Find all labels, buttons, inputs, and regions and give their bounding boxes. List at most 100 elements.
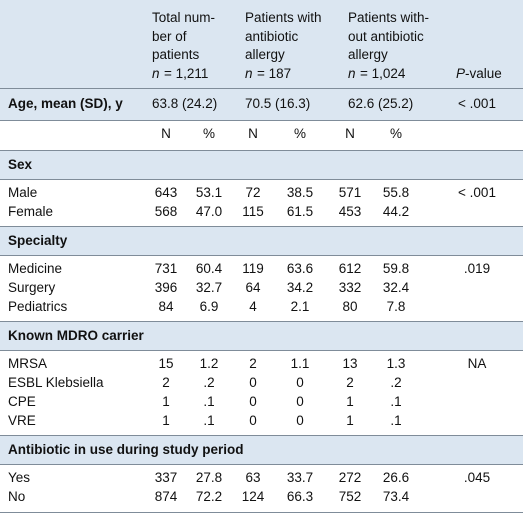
subheader: % [389, 126, 403, 141]
cell: 34.2 [286, 280, 314, 295]
row-label: Pediatrics [8, 299, 68, 314]
p-value: < .001 [458, 96, 496, 111]
p-value: .045 [463, 470, 491, 485]
column-header: Total num- [152, 10, 216, 25]
cell: 32.7 [195, 280, 223, 295]
row-label: Male [8, 185, 38, 200]
cell: 6.9 [199, 299, 219, 314]
row-shade [0, 322, 523, 350]
cell: 571 [338, 185, 362, 200]
column-header: Patients with [245, 10, 322, 25]
n-value: = 1,024 [360, 66, 406, 81]
rule [0, 150, 523, 151]
cell: 0 [296, 413, 304, 428]
row-shade [0, 227, 523, 255]
cell: 13 [342, 356, 358, 371]
row-label: Yes [8, 470, 31, 485]
cell: 27.8 [195, 470, 223, 485]
row-shade [0, 151, 523, 179]
cell: 568 [154, 204, 178, 219]
cell: 63.8 (24.2) [152, 96, 218, 111]
row-label: Female [8, 204, 54, 219]
n-symbol: n [152, 66, 160, 81]
p-value: < .001 [458, 185, 496, 200]
cell: 32.4 [382, 280, 410, 295]
rule [0, 226, 523, 227]
cell: 2.1 [290, 299, 310, 314]
cell: 396 [154, 280, 178, 295]
cell: 61.5 [286, 204, 314, 219]
column-header: out antibiotic [348, 28, 424, 44]
p-value: NA [467, 356, 487, 371]
pvalue-header: -value [465, 66, 502, 81]
rule [0, 120, 523, 121]
cell: 63 [245, 470, 261, 485]
cell: 38.5 [286, 185, 314, 200]
row-label: ESBL Klebsiella [8, 375, 104, 390]
n-value: = 187 [257, 66, 292, 81]
rule [0, 435, 523, 436]
pvalue-header: P [456, 66, 466, 81]
rule [0, 255, 523, 256]
cell: 33.7 [286, 470, 314, 485]
cell: 62.6 (25.2) [348, 96, 414, 111]
cell: 0 [249, 375, 257, 390]
cell: .1 [390, 394, 402, 409]
section-title: Specialty [8, 233, 68, 248]
column-header: allergy [348, 47, 388, 62]
column-header: antibiotic [245, 28, 299, 44]
cell: 1 [162, 413, 170, 428]
cell: 1.1 [290, 356, 310, 371]
row-label: VRE [8, 413, 36, 428]
row-label: Surgery [8, 280, 56, 295]
cell: .1 [203, 413, 215, 428]
cell: 66.3 [286, 489, 314, 504]
cell: 0 [296, 394, 304, 409]
cell: 2 [162, 375, 170, 390]
cell: 453 [338, 204, 362, 219]
row-label: No [8, 489, 26, 504]
cell: 1 [346, 413, 354, 428]
n-symbol: n [348, 66, 356, 81]
n-value: = 1,211 [164, 66, 209, 81]
cell: 119 [242, 261, 264, 276]
row-shade [0, 0, 523, 88]
cell: .1 [390, 413, 402, 428]
cell: .2 [390, 375, 402, 390]
cell: 73.4 [382, 489, 410, 504]
row-label: Medicine [8, 261, 63, 276]
column-header: ber of [152, 28, 187, 44]
cell: 4 [249, 299, 257, 314]
cell: 15 [158, 356, 174, 371]
cell: 0 [296, 375, 304, 390]
cell: 70.5 (16.3) [245, 96, 311, 111]
cell: .1 [203, 394, 215, 409]
subheader: % [293, 126, 307, 141]
row-shade [0, 89, 523, 120]
rule [0, 321, 523, 322]
row-shade [0, 436, 523, 464]
subheader: % [202, 126, 216, 141]
subheader: N [345, 126, 355, 141]
p-value: .019 [463, 261, 491, 276]
cell: 84 [158, 299, 174, 314]
subheader: N [248, 126, 258, 141]
cell: 64 [245, 280, 261, 295]
cell: 44.2 [382, 204, 410, 219]
cell: 47.0 [195, 204, 223, 219]
column-header: patients [152, 47, 200, 62]
rule [0, 350, 523, 351]
cell: 80 [342, 299, 358, 314]
section-title: Antibiotic in use during study period [8, 442, 244, 457]
cell: 612 [338, 261, 362, 276]
cell: 0 [249, 394, 257, 409]
row-label: MRSA [8, 356, 48, 371]
section-title: Sex [8, 157, 33, 172]
cell: 332 [338, 280, 362, 295]
cell: 72.2 [195, 489, 223, 504]
cell: 2 [249, 356, 257, 371]
row-label: Age, mean (SD), y [8, 96, 123, 111]
cell: 124 [241, 489, 265, 504]
cell: 72 [245, 185, 261, 200]
cell: 0 [249, 413, 257, 428]
